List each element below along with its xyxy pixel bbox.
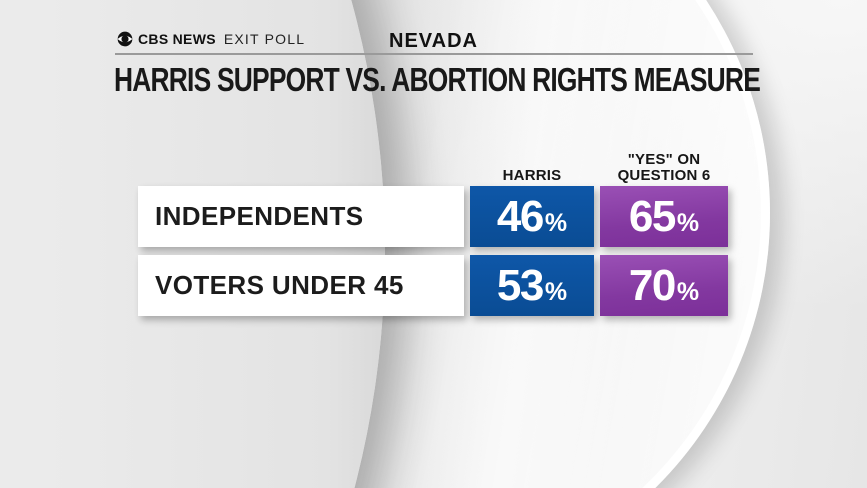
- value-cell-question6: 65 %: [600, 186, 728, 247]
- table-row-voters-under-45: VOTERS UNDER 45 53 % 70 %: [138, 255, 728, 316]
- value-cell-harris: 53 %: [470, 255, 594, 316]
- value-cell-harris: 46 %: [470, 186, 594, 247]
- row-label: INDEPENDENTS: [138, 186, 464, 247]
- column-header-question6-line2: QUESTION 6: [617, 166, 711, 184]
- column-headers: HARRIS "YES" ON QUESTION 6: [138, 147, 728, 186]
- divider-line: [115, 53, 753, 55]
- brand-name: CBS NEWS: [138, 31, 216, 47]
- exit-poll-label: EXIT POLL: [223, 31, 306, 47]
- location-title: NEVADA: [389, 30, 478, 52]
- percent-value: 70: [628, 261, 676, 310]
- percent-value: 65: [628, 192, 676, 241]
- value-cell-question6: 70 %: [600, 255, 728, 316]
- page-title: HARRIS SUPPORT VS. ABORTION RIGHTS MEASU…: [114, 61, 761, 98]
- percent-value: 46: [496, 192, 544, 241]
- poll-table: HARRIS "YES" ON QUESTION 6 INDEPENDENTS …: [138, 147, 728, 324]
- table-row-independents: INDEPENDENTS 46 % 65 %: [138, 186, 728, 247]
- percent-sign: %: [676, 209, 700, 237]
- percent-sign: %: [676, 278, 700, 306]
- column-header-harris: HARRIS: [502, 166, 562, 184]
- brand-logo: CBS NEWS EXIT POLL: [117, 31, 305, 47]
- row-label: VOTERS UNDER 45: [138, 255, 464, 316]
- percent-sign: %: [544, 278, 568, 306]
- column-header-question6: "YES" ON QUESTION 6: [600, 152, 728, 183]
- percent-sign: %: [544, 209, 568, 237]
- column-header-question6-line1: "YES" ON: [627, 151, 701, 169]
- percent-value: 53: [496, 261, 544, 310]
- cbs-eye-icon: [117, 31, 133, 47]
